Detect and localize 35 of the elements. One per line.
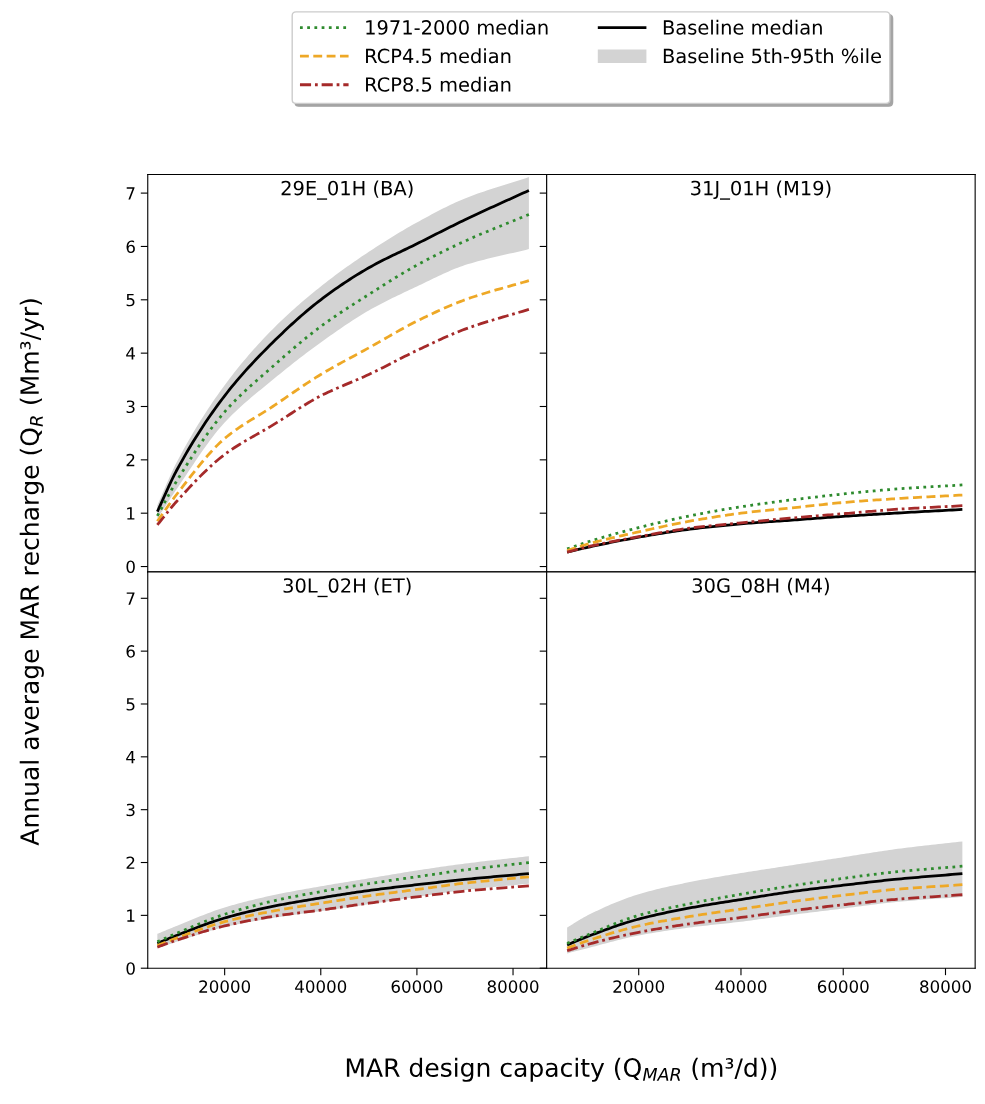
y-tick-label: 3 <box>126 400 135 414</box>
chart-title: 30L_02H (ET) <box>283 577 411 598</box>
chart-title: 30G_08H (M4) <box>692 577 829 598</box>
y-tick-label: 4 <box>126 751 136 764</box>
x-tick-label: 40000 <box>715 980 767 993</box>
text: Baseline 5th-95th %ile <box>663 48 881 64</box>
y-tick-label: 3 <box>126 803 135 817</box>
x-tick-label: 80000 <box>920 980 971 993</box>
y-tick-label: 5 <box>126 293 135 307</box>
y-tick-label: 0 <box>126 962 135 975</box>
x-tick-label: 40000 <box>295 980 347 993</box>
x-tick-label: 20000 <box>199 980 251 993</box>
y-tick-label: 6 <box>126 645 135 658</box>
y-axis-title: Annual average MAR recharge (Q$_{R}$ (Mm³/yr) <box>19 299 44 846</box>
y-tick-label: 1 <box>127 507 135 520</box>
y-tick-label: 0 <box>126 560 135 574</box>
y-tick-label: 4 <box>126 347 136 360</box>
chart-title: 31J_01H (M19) <box>691 180 831 200</box>
y-tick-label: 5 <box>126 698 135 711</box>
y-tick-label: 7 <box>126 592 135 605</box>
chart-title: 29E_01H (BA) <box>281 180 413 200</box>
legend-label: Baseline median <box>663 19 822 35</box>
y-tick-label: 6 <box>126 240 135 254</box>
x-tick-label: 60000 <box>817 980 869 993</box>
x-tick-label: 20000 <box>613 980 665 993</box>
legend-label: RCP8.5 median <box>366 76 511 92</box>
y-tick-label: 2 <box>126 856 135 869</box>
y-tick-label: 1 <box>127 909 135 922</box>
y-tick-label: 2 <box>126 453 135 467</box>
x-axis-title: MAR design capacity (Q$_{MAR}$ (m³/d)) <box>346 1057 777 1082</box>
legend-label: 1971-2000 median <box>366 19 548 35</box>
legend-label: RCP4.5 median <box>366 48 511 64</box>
x-tick-label: 80000 <box>487 980 539 993</box>
x-tick-label: 60000 <box>391 980 443 993</box>
y-tick-label: 7 <box>126 187 135 200</box>
